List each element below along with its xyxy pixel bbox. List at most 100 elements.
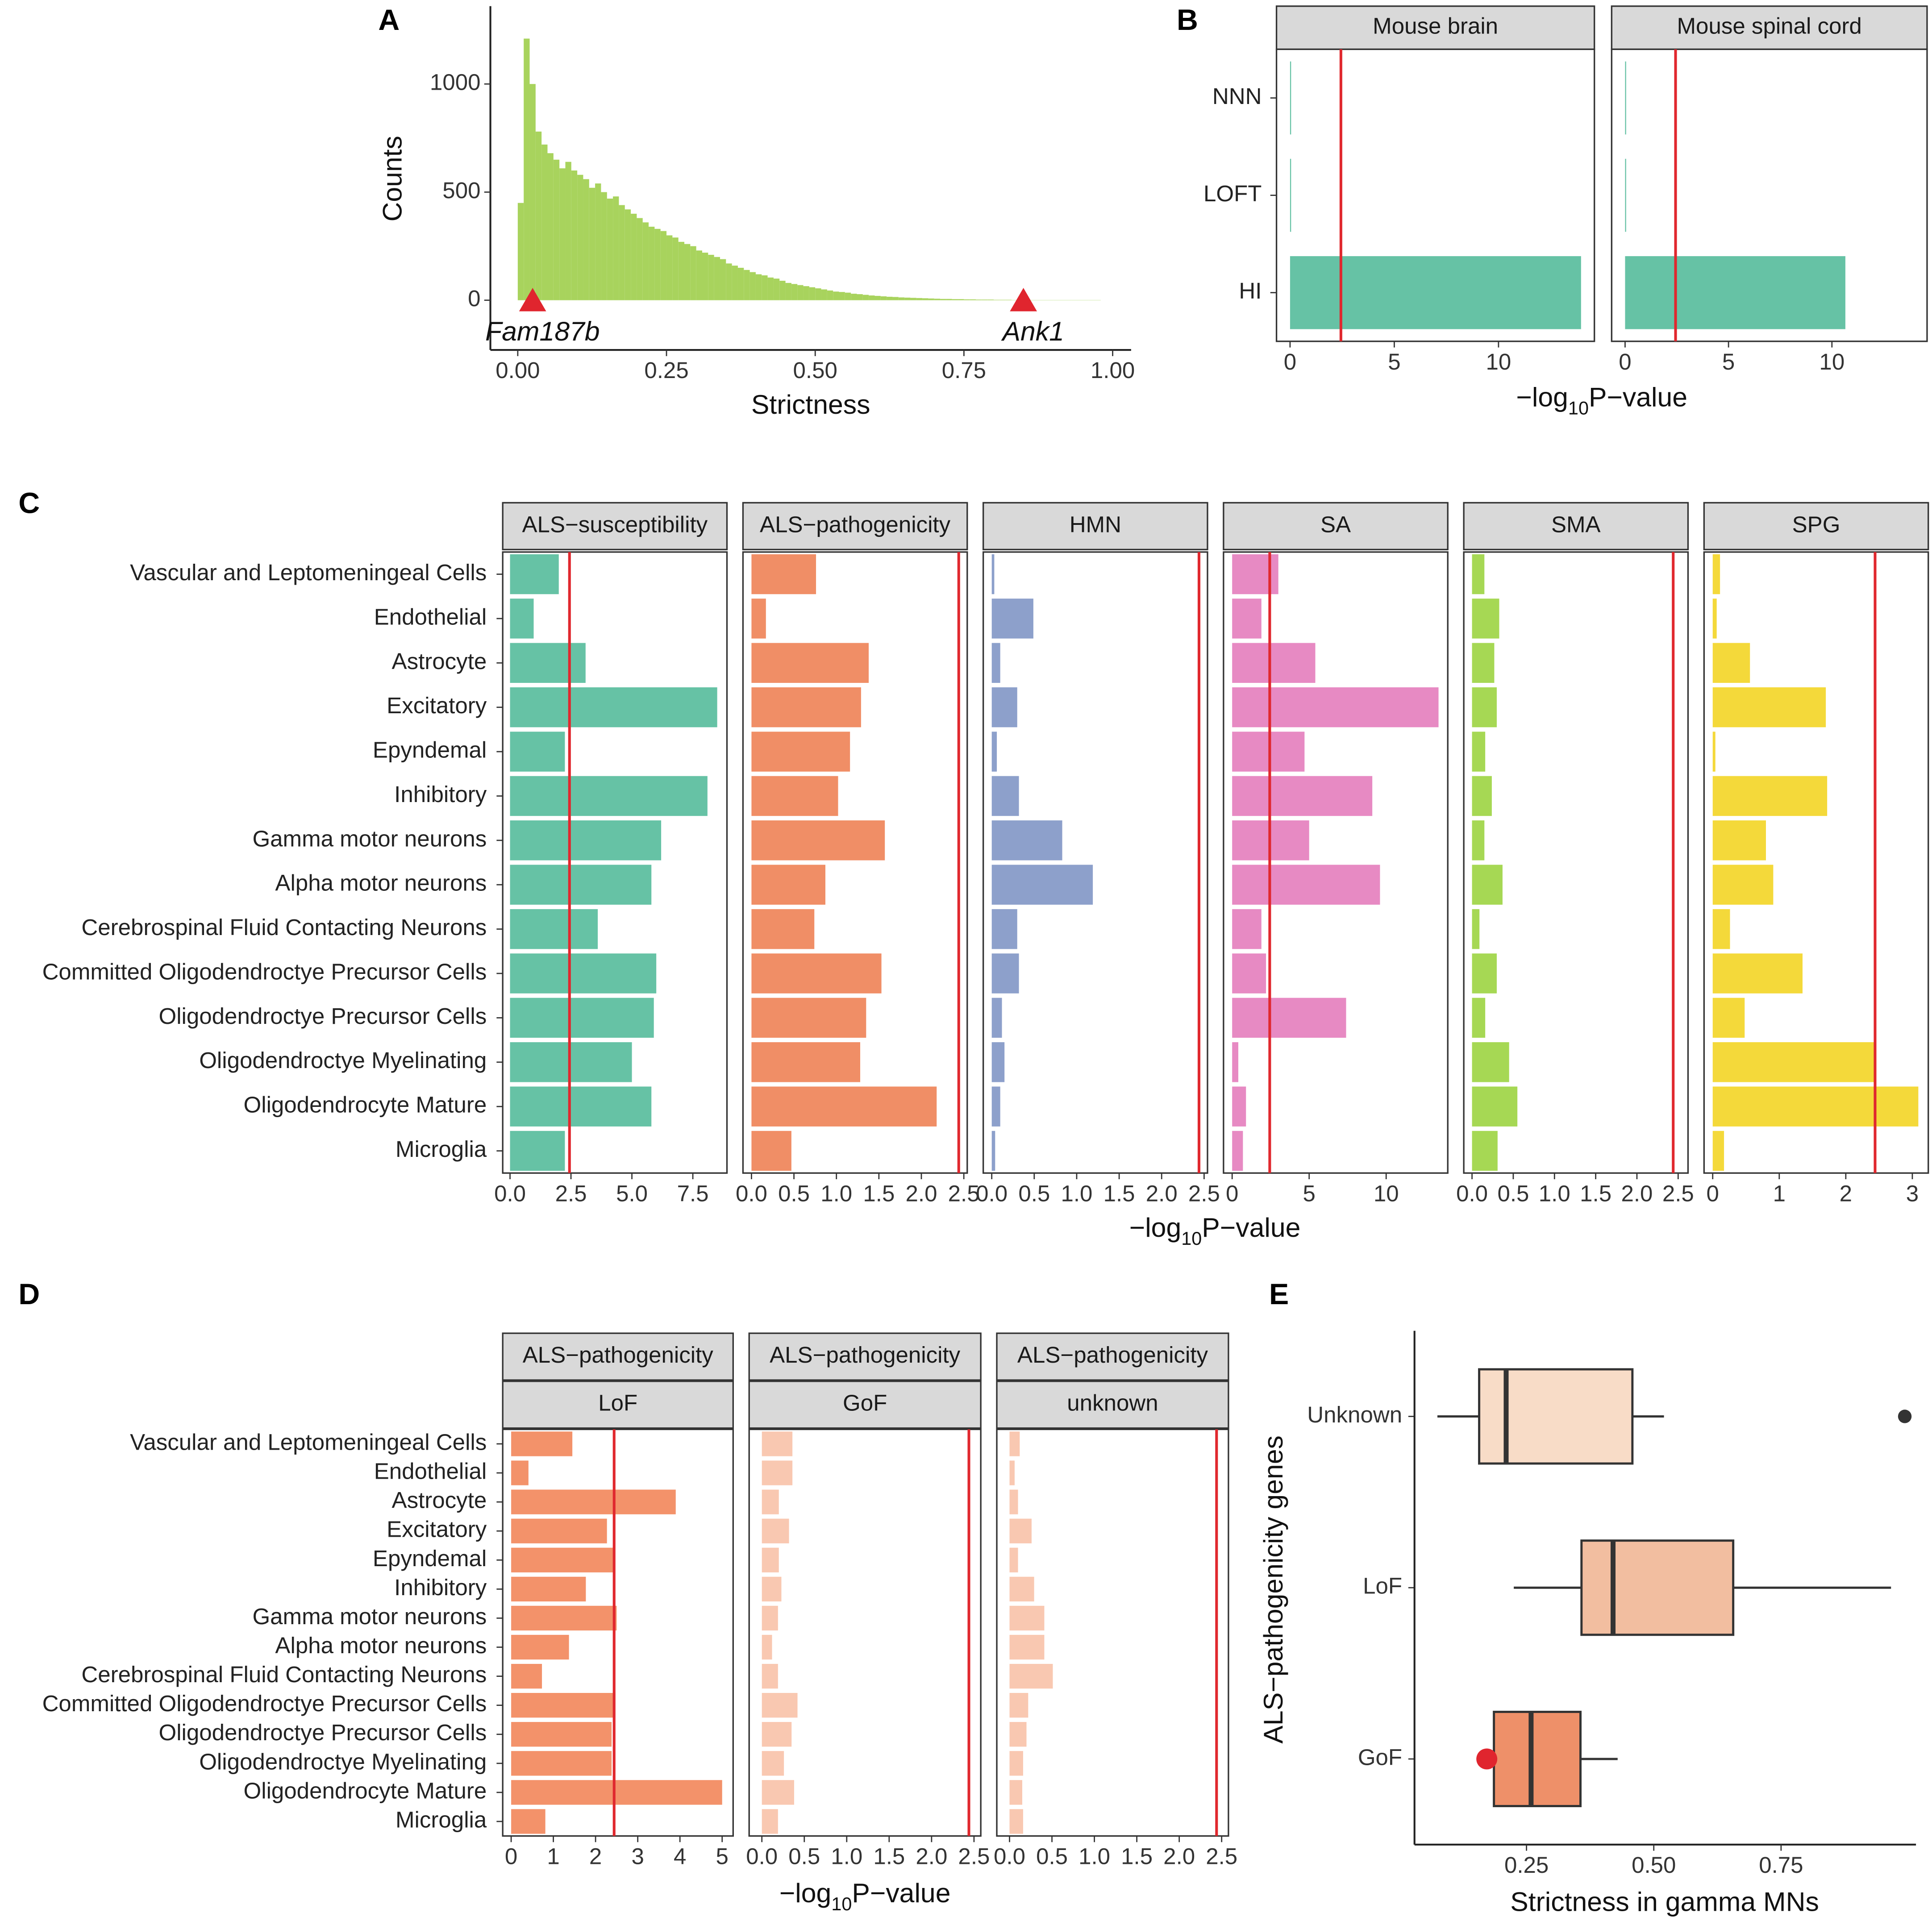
- category-label: Gamma motor neurons: [252, 826, 487, 851]
- histogram-bar: [916, 298, 923, 300]
- x-tick-label: 7.5: [677, 1181, 709, 1206]
- histogram-bar: [517, 203, 524, 300]
- x-tick-label: 1: [547, 1844, 559, 1869]
- histogram-bar: [607, 198, 613, 300]
- bar: [1712, 599, 1717, 639]
- x-tick-label: 0.50: [1632, 1852, 1676, 1878]
- x-tick-label: 0.0: [1456, 1181, 1488, 1206]
- highlight-point: [1476, 1748, 1498, 1770]
- histogram-bar: [934, 299, 941, 300]
- histogram-bar: [744, 270, 750, 300]
- category-label: LOFT: [1203, 181, 1262, 206]
- bar: [511, 1634, 569, 1660]
- category-label: Astrocyte: [392, 1488, 487, 1513]
- bar: [1290, 61, 1291, 135]
- facet-strip: [748, 1380, 982, 1429]
- x-tick-label: 10: [1374, 1181, 1399, 1206]
- histogram-bar: [654, 229, 661, 300]
- bar: [510, 687, 717, 728]
- bar: [511, 1489, 676, 1514]
- bar: [762, 1693, 798, 1718]
- x-axis-title-part: −log: [779, 1878, 831, 1908]
- bar: [510, 820, 662, 861]
- x-tick-label: 2.0: [1621, 1181, 1653, 1206]
- histogram-bar: [660, 231, 667, 300]
- bar: [1232, 953, 1266, 994]
- histogram-bar: [767, 277, 774, 300]
- category-label: Epyndemal: [373, 737, 487, 763]
- x-axis-title-part: P−value: [1589, 382, 1687, 412]
- x-tick-label: 2.0: [1146, 1181, 1178, 1206]
- histogram-bar: [547, 153, 554, 300]
- x-tick-label: 0: [1284, 349, 1296, 374]
- histogram-bar: [803, 286, 809, 300]
- bar: [511, 1518, 607, 1543]
- facet-strip-label: Mouse spinal cord: [1677, 13, 1862, 39]
- x-axis-title-subscript: 10: [1181, 1228, 1202, 1249]
- x-tick-label: 1: [1773, 1181, 1786, 1206]
- bar: [510, 599, 534, 639]
- bar: [751, 643, 869, 683]
- bar: [510, 732, 565, 772]
- histogram-bar: [649, 226, 655, 300]
- bar: [510, 865, 652, 905]
- bar: [510, 953, 657, 994]
- x-tick-label: 0.50: [793, 358, 837, 383]
- bar: [751, 1086, 937, 1127]
- histogram-bar: [541, 144, 548, 300]
- bar: [511, 1576, 586, 1602]
- category-label: HI: [1239, 278, 1262, 304]
- x-axis-title: −log10P−value: [1129, 1212, 1301, 1249]
- bar: [762, 1780, 794, 1805]
- y-tick-label: GoF: [1358, 1744, 1402, 1770]
- x-tick-label: 0.75: [1759, 1852, 1803, 1878]
- bar: [1472, 865, 1503, 905]
- category-label: Inhibitory: [394, 1575, 487, 1600]
- bar: [1290, 158, 1291, 232]
- bar: [762, 1518, 789, 1543]
- bar: [1232, 776, 1373, 816]
- x-tick-label: 1.0: [1539, 1181, 1570, 1206]
- histogram-bar: [815, 288, 821, 300]
- histogram-bar: [583, 179, 589, 300]
- bar: [1232, 865, 1380, 905]
- y-tick-label: 1000: [430, 70, 481, 95]
- histogram-bar: [535, 131, 542, 300]
- histogram-bar: [869, 295, 875, 300]
- histogram-bar: [845, 292, 851, 300]
- facet-strip-label: ALS−pathogenicity: [760, 511, 951, 537]
- category-label: Microglia: [396, 1807, 487, 1832]
- histogram-bar: [571, 170, 578, 300]
- x-axis-title-subscript: 10: [831, 1894, 852, 1914]
- bar: [1472, 909, 1480, 949]
- x-tick-label: 2.5: [948, 1181, 980, 1206]
- facet-strip-label: ALS−pathogenicity: [770, 1342, 961, 1368]
- bar: [751, 1042, 860, 1082]
- bar: [751, 953, 882, 994]
- bar: [510, 1042, 632, 1082]
- bar: [1712, 953, 1803, 994]
- facet-strip-label: SA: [1320, 511, 1351, 537]
- histogram-bar: [982, 299, 988, 300]
- bar: [511, 1663, 542, 1689]
- bar: [762, 1605, 778, 1631]
- bar: [1712, 1131, 1724, 1171]
- bar: [1232, 554, 1278, 595]
- x-axis-title-subscript: 10: [1568, 398, 1589, 418]
- histogram-bar: [976, 299, 982, 300]
- bar: [751, 998, 866, 1038]
- x-tick-label: 1.5: [863, 1181, 895, 1206]
- histogram-bar: [553, 159, 560, 300]
- bar: [1009, 1634, 1045, 1660]
- bar: [1009, 1518, 1032, 1543]
- bar: [1472, 599, 1499, 639]
- bar: [510, 776, 708, 816]
- facet-panel: [982, 551, 1208, 1174]
- facet-strip-label: Mouse brain: [1373, 13, 1498, 39]
- x-tick-label: 10: [1819, 349, 1845, 374]
- histogram-bar: [857, 294, 863, 300]
- histogram-bar: [678, 241, 685, 300]
- x-tick-label: 0: [1226, 1181, 1238, 1206]
- x-tick-label: 0.75: [942, 358, 986, 383]
